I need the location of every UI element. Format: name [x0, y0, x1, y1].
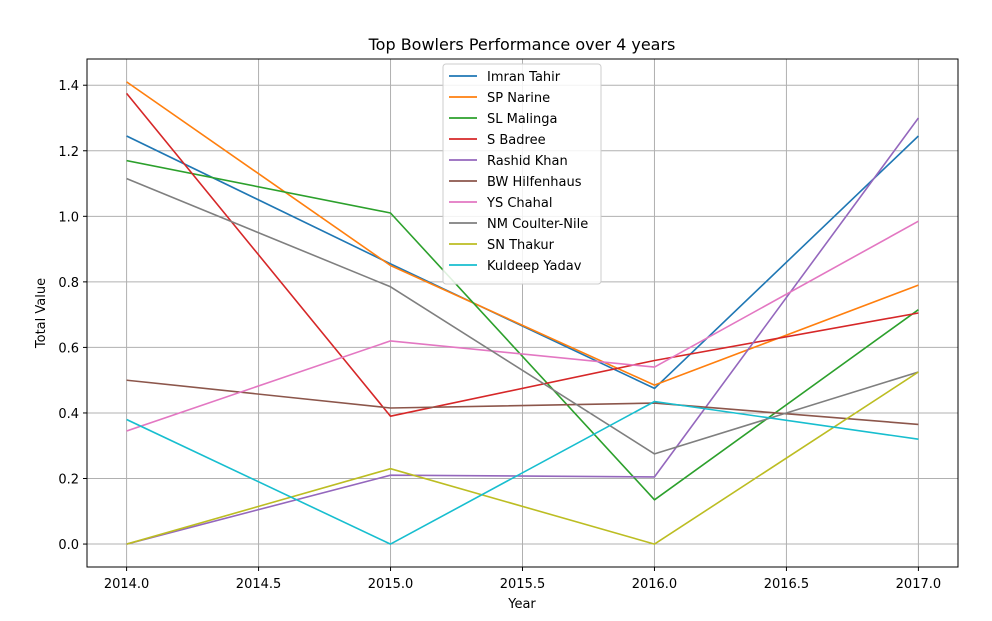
series-line-s-badree [125, 92, 919, 418]
legend-label: SL Malinga [487, 112, 558, 127]
x-tick-label: 2015.5 [500, 577, 546, 592]
y-tick-label: 0.2 [58, 473, 79, 488]
series-line-rashid-khan [126, 117, 920, 545]
axis-ticks: 2014.0 2014.5 2015.0 2015.5 2016.0 2016.5 2017… [58, 79, 941, 592]
legend-label: YS Chahal [486, 196, 552, 211]
series-line-nm-coulter-nile [126, 177, 919, 455]
x-tick-label: 2016.0 [632, 577, 678, 592]
series-line-kuldeep-yadav [126, 400, 919, 545]
y-tick-label: 0.0 [58, 538, 79, 553]
legend-label: Rashid Khan [487, 154, 568, 169]
x-tick-label: 2015.0 [368, 577, 414, 592]
legend-label: Kuldeep Yadav [487, 259, 582, 274]
series-line-ys-chahal [126, 220, 919, 432]
series-line-sl-malinga [126, 159, 919, 501]
y-tick-label: 0.8 [58, 276, 79, 291]
y-tick-label: 0.6 [58, 341, 79, 356]
x-tick-label: 2017.0 [896, 577, 942, 592]
legend: Imran Tahir SP Narine SL Malinga S Badree Ra… [442, 63, 602, 285]
legend-label: Imran Tahir [487, 70, 561, 85]
y-tick-label: 0.4 [58, 407, 79, 422]
x-tick-label: 2014.0 [104, 577, 150, 592]
legend-label: SN Thakur [487, 238, 555, 253]
x-tick-label: 2016.5 [764, 577, 810, 592]
x-axis-title: Year [507, 597, 536, 612]
legend-label: S Badree [487, 133, 546, 148]
y-tick-label: 1.2 [58, 145, 79, 160]
series-lines [125, 81, 920, 545]
y-tick-label: 1.0 [58, 210, 79, 225]
y-axis-title: Total Value [34, 278, 49, 349]
series-line-sp-narine [126, 81, 919, 386]
chart-title: Top Bowlers Performance over 4 years [368, 35, 676, 54]
legend-box [442, 63, 602, 285]
x-tick-label: 2014.5 [236, 577, 282, 592]
legend-label: NM Coulter-Nile [487, 217, 588, 232]
series-line-sn-thakur [126, 371, 919, 545]
legend-label: BW Hilfenhaus [487, 175, 582, 190]
y-tick-label: 1.4 [58, 79, 79, 94]
legend-label: SP Narine [487, 91, 550, 106]
